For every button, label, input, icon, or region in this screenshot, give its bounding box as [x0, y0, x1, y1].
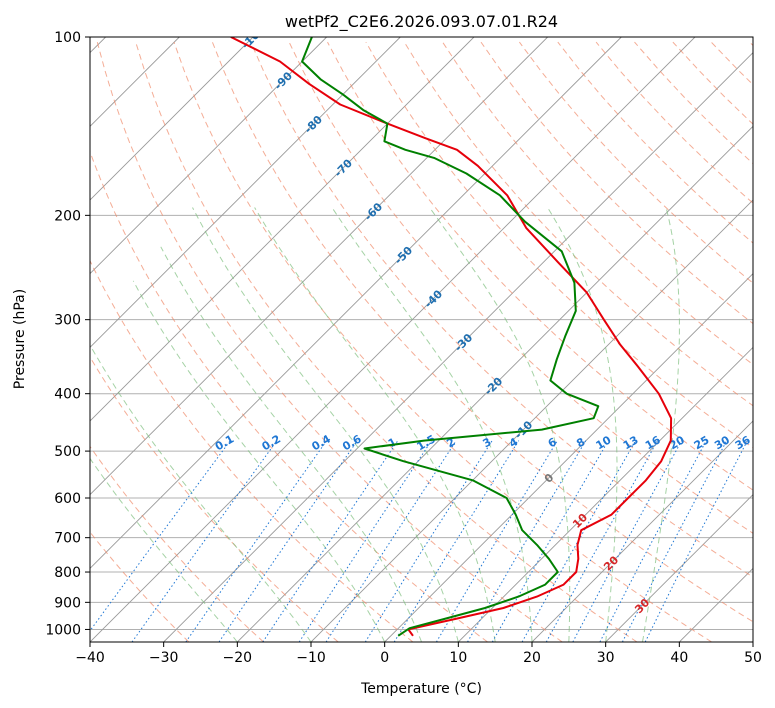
- moist-adiabat-line: [90, 343, 312, 642]
- moist-adiabat-line: [331, 207, 533, 642]
- dry-adiabat-line: [90, 356, 339, 642]
- dry-adiabat-line: [96, 41, 563, 642]
- dry-adiabat-line: [90, 150, 488, 642]
- moist-adiabat-line: [429, 207, 571, 642]
- plot-frame: [89, 36, 754, 643]
- isotherm-line: [90, 37, 622, 569]
- y-tick-label: 700: [54, 531, 81, 547]
- isotherm-line: [384, 273, 753, 642]
- moist-adiabat-line: [254, 207, 496, 642]
- y-tick-label: 600: [54, 491, 81, 507]
- isotherm-label: 40: [663, 638, 683, 658]
- moist-adiabat-line: [547, 207, 618, 642]
- isotherm-line: [90, 37, 696, 642]
- x-axis: −40 −30 −20 −10 0 10 20 30 40 50: [75, 642, 762, 666]
- isotherm-line: [90, 37, 475, 422]
- x-tick-label: −30: [149, 650, 179, 666]
- isotherm-line: [237, 125, 753, 642]
- isotherm-line: [90, 37, 254, 201]
- moist-adiabat-lines: [90, 207, 680, 642]
- x-tick-label: 40: [670, 650, 688, 666]
- dry-adiabat-line: [288, 41, 753, 534]
- x-tick-label: −20: [223, 650, 253, 666]
- mixing-ratio-line: [545, 440, 659, 642]
- mixing-ratio-line: [218, 440, 358, 642]
- x-tick-label: −40: [75, 650, 105, 666]
- y-tick-label: 900: [54, 595, 81, 611]
- dry-adiabat-line: [365, 41, 753, 449]
- x-tick-label: 50: [744, 650, 762, 666]
- x-tick-label: −10: [296, 650, 326, 666]
- y-tick-label: 800: [54, 565, 81, 581]
- y-tick-label: 500: [54, 444, 81, 460]
- isotherm-line: [605, 494, 753, 642]
- mixing-ratio-line: [467, 440, 587, 642]
- moist-adiabat-line: [160, 246, 422, 642]
- mixing-ratio-line: [298, 440, 432, 642]
- moist-adiabat-line: [192, 207, 459, 642]
- pressure-grid: [90, 37, 753, 630]
- x-tick-label: 0: [380, 650, 389, 666]
- moist-adiabat-line: [132, 280, 386, 642]
- dry-adiabat-line: [211, 41, 753, 623]
- mixing-ratio-line: [572, 440, 683, 642]
- temperature-profile: [230, 37, 673, 637]
- y-tick-label: 200: [54, 208, 81, 224]
- mixing-ratio-line: [644, 440, 748, 642]
- y-tick-label: 1000: [45, 622, 81, 638]
- mixing-ratio-line: [364, 440, 493, 642]
- isotherm-line: [90, 37, 548, 496]
- x-axis-label: Temperature (°C): [360, 681, 482, 697]
- sounding-series: [230, 37, 673, 637]
- y-axis: 1000 900 800 700 600 500 400 300 200 100: [45, 30, 90, 638]
- x-tick-label: 20: [523, 650, 541, 666]
- moist-adiabat-line: [642, 207, 680, 642]
- dry-adiabat-line: [90, 259, 414, 642]
- mixing-ratio-line: [393, 440, 520, 642]
- isotherm-lines: [90, 37, 753, 642]
- isotherm-line: [531, 420, 753, 642]
- dewpoint-profile: [301, 37, 600, 637]
- chart-title: wetPf2_C2E6.2026.093.07.01.R24: [285, 12, 558, 32]
- mixing-ratio-lines: [90, 440, 748, 642]
- dry-adiabat-line: [173, 41, 712, 642]
- y-tick-label: 300: [54, 313, 81, 329]
- dry-adiabat-line: [403, 41, 753, 407]
- y-tick-label: 400: [54, 387, 81, 403]
- isotherm-line: [163, 52, 753, 642]
- dry-adiabat-line: [250, 41, 753, 578]
- dry-adiabat-lines: [90, 41, 753, 642]
- y-axis-label: Pressure (hPa): [12, 289, 28, 389]
- y-tick-label: 100: [54, 30, 81, 46]
- mixing-ratio-line: [325, 440, 457, 642]
- moist-adiabat-line: [90, 457, 238, 642]
- x-tick-label: 30: [597, 650, 615, 666]
- dry-adiabat-line: [135, 41, 638, 642]
- dry-adiabat-line: [327, 41, 753, 491]
- mixing-ratio-line: [90, 440, 231, 632]
- isotherm-line: [90, 37, 327, 275]
- mixing-ratio-line: [262, 440, 399, 642]
- x-tick-label: 10: [449, 650, 467, 666]
- mixing-ratio-line: [621, 440, 728, 642]
- mixing-ratio-line: [435, 440, 558, 642]
- isotherm-line: [458, 346, 753, 642]
- isotherm-line: [90, 37, 401, 348]
- mixing-ratio-line: [185, 440, 328, 642]
- plot-area: -100-90-80-70-60-50-40-30-20-10010203040…: [90, 37, 753, 658]
- dry-adiabat-line: [90, 445, 264, 642]
